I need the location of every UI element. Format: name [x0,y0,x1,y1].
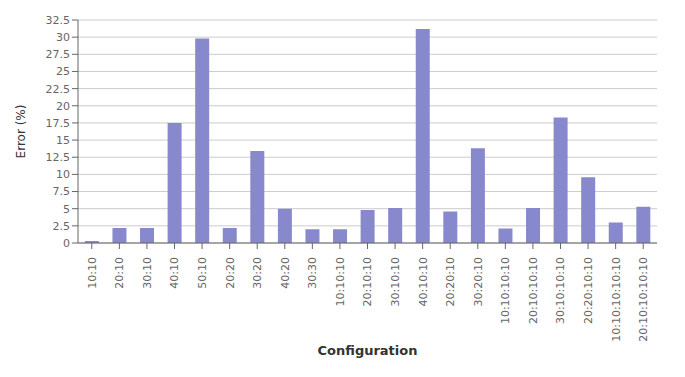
svg-text:30:10:10:10: 30:10:10:10 [554,257,567,324]
svg-text:Configuration: Configuration [318,343,418,358]
svg-text:40:10:10: 40:10:10 [416,257,429,306]
svg-text:30:10:10: 30:10:10 [389,257,402,306]
svg-text:20:10:10:10:10: 20:10:10:10:10 [637,257,650,342]
svg-text:40:20: 40:20 [279,257,292,289]
svg-text:20:20:10: 20:20:10 [444,257,457,306]
svg-text:20: 20 [56,100,70,113]
svg-text:20:10:10:10: 20:10:10:10 [527,257,540,324]
svg-text:0: 0 [63,237,70,250]
svg-text:40:10: 40:10 [168,257,181,289]
svg-text:5: 5 [63,203,70,216]
svg-text:20:10: 20:10 [113,257,126,289]
svg-text:20:20:10:10: 20:20:10:10 [582,257,595,324]
svg-text:10: 10 [56,168,70,181]
svg-text:30:20: 30:20 [251,257,264,289]
svg-text:Error (%): Error (%) [14,105,28,159]
svg-text:20:20: 20:20 [223,257,236,289]
svg-text:12.5: 12.5 [46,151,71,164]
svg-text:32.5: 32.5 [46,14,71,27]
svg-text:27.5: 27.5 [46,48,71,61]
svg-text:22.5: 22.5 [46,83,71,96]
svg-text:10:10: 10:10 [86,257,99,289]
svg-text:2.5: 2.5 [53,220,71,233]
svg-text:10:10:10: 10:10:10 [334,257,347,306]
svg-text:30:30: 30:30 [306,257,319,289]
svg-text:17.5: 17.5 [46,117,71,130]
svg-text:30: 30 [56,31,70,44]
svg-text:10:10:10:10: 10:10:10:10 [499,257,512,324]
svg-text:7.5: 7.5 [53,185,71,198]
svg-text:20:10:10: 20:10:10 [361,257,374,306]
svg-text:10:10:10:10:10: 10:10:10:10:10 [609,257,622,342]
svg-text:30:20:10: 30:20:10 [472,257,485,306]
svg-text:15: 15 [56,134,70,147]
svg-text:25: 25 [56,65,70,78]
svg-text:30:10: 30:10 [141,257,154,289]
svg-text:50:10: 50:10 [196,257,209,289]
